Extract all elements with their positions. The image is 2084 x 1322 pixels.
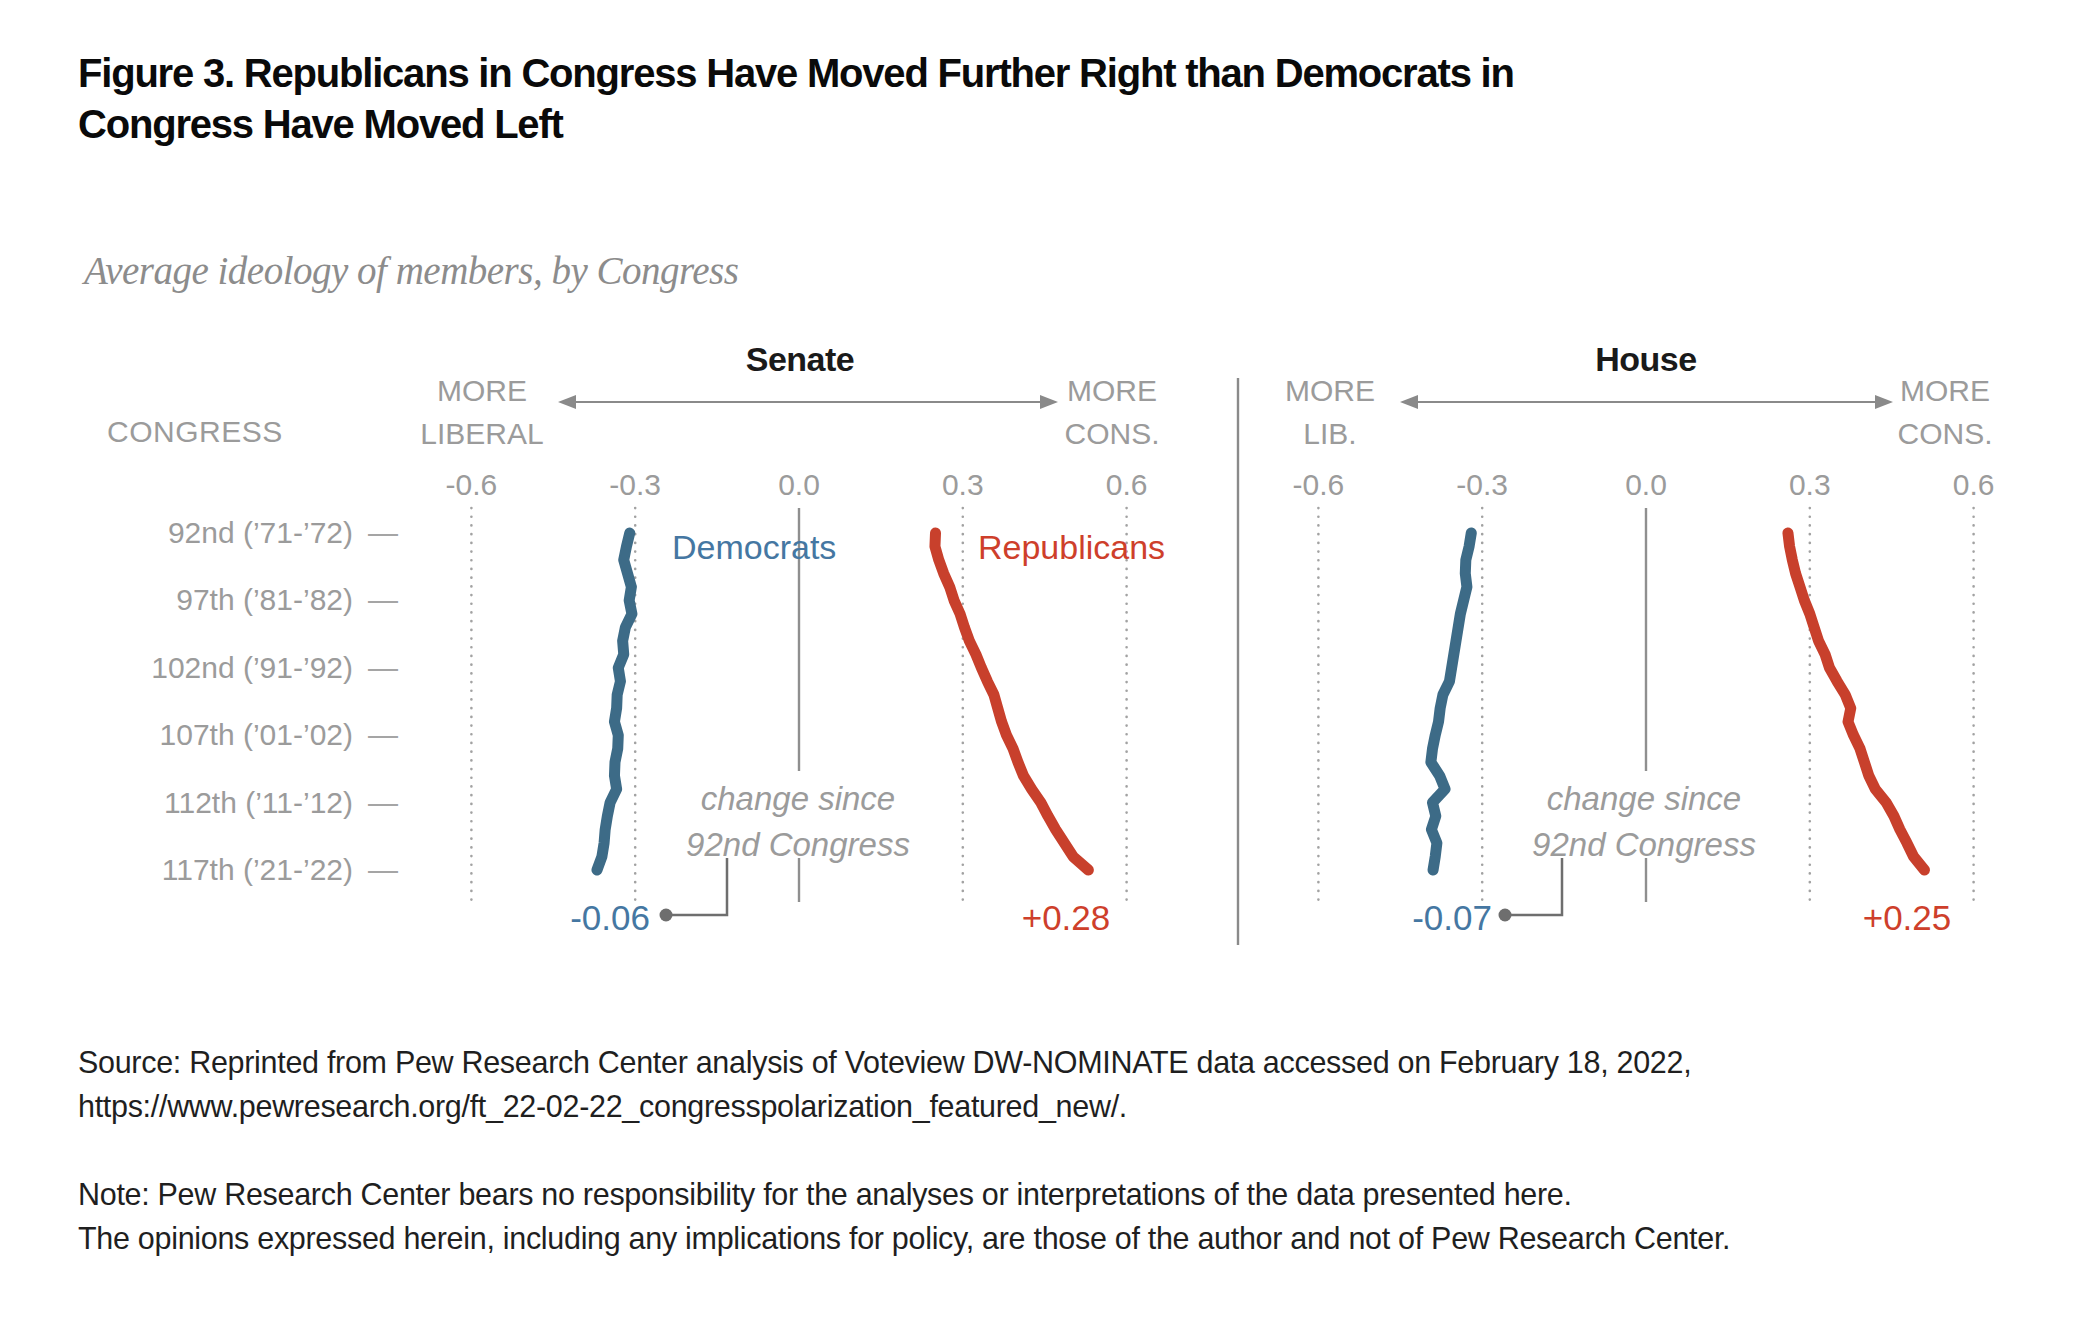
house-tick-label: 0.0 <box>1601 468 1691 502</box>
house-connector-dot <box>1499 909 1512 922</box>
congress-label: 112th (’11-’12) <box>164 786 353 820</box>
house-republican-change-value: +0.25 <box>1827 898 1987 938</box>
senate-tick-label: 0.3 <box>918 468 1008 502</box>
congress-tick-dash: — <box>368 786 398 820</box>
house-more-cons-label-line1: MORE <box>1835 369 2055 412</box>
house-change-since-line2: 92nd Congress <box>1484 822 1804 868</box>
house-democrat-change-value: -0.07 <box>1332 898 1492 938</box>
senate-more-liberal-label-line2: LIBERAL <box>372 412 592 455</box>
congress-label: 117th (’21-’22) <box>162 853 353 887</box>
source-line2: https://www.pewresearch.org/ft_22-02-22_… <box>78 1084 2038 1128</box>
congress-axis-header: CONGRESS <box>107 415 283 449</box>
source-text: Source: Reprinted from Pew Research Cent… <box>78 1040 2038 1128</box>
congress-label: 102nd (’91-’92) <box>151 651 353 685</box>
congress-row-label: 112th (’11-’12) — <box>60 785 398 821</box>
congress-label: 97th (’81-’82) <box>176 583 353 617</box>
congress-label: 92nd (’71-’72) <box>168 516 353 550</box>
senate-tick-label: -0.6 <box>426 468 516 502</box>
democrats-series-label: Democrats <box>672 528 836 567</box>
senate-change-since-annotation: change since 92nd Congress <box>638 776 958 868</box>
republicans-series-label: Republicans <box>978 528 1165 567</box>
senate-more-cons-label-line2: CONS. <box>1002 412 1222 455</box>
senate-connector-dot <box>660 909 673 922</box>
house-more-lib-label-line2: LIB. <box>1220 412 1440 455</box>
senate-change-since-line2: 92nd Congress <box>638 822 958 868</box>
senate-change-since-line1: change since <box>638 776 958 822</box>
congress-row-label: 102nd (’91-’92) — <box>60 650 398 686</box>
congress-tick-dash: — <box>368 651 398 685</box>
senate-more-cons-label-line1: MORE <box>1002 369 1222 412</box>
source-line1: Source: Reprinted from Pew Research Cent… <box>78 1040 2038 1084</box>
congress-row-label: 97th (’81-’82) — <box>60 582 398 618</box>
senate-more-liberal-label-line1: MORE <box>372 369 592 412</box>
senate-panel-title: Senate <box>650 340 950 379</box>
house-change-since-line1: change since <box>1484 776 1804 822</box>
senate-democrat-change-value: -0.06 <box>490 898 650 938</box>
house-democrats-line <box>1431 533 1471 870</box>
congress-tick-dash: — <box>368 718 398 752</box>
chart-subtitle: Average ideology of members, by Congress <box>84 248 1284 293</box>
senate-tick-label: -0.3 <box>590 468 680 502</box>
house-tick-label: 0.6 <box>1929 468 2019 502</box>
senate-tick-label: 0.6 <box>1082 468 1172 502</box>
house-republicans-line <box>1788 533 1925 870</box>
senate-republican-change-value: +0.28 <box>986 898 1146 938</box>
house-change-since-annotation: change since 92nd Congress <box>1484 776 1804 868</box>
congress-row-label: 107th (’01-’02) — <box>60 717 398 753</box>
congress-row-label: 92nd (’71-’72) — <box>60 515 398 551</box>
note-text: Note: Pew Research Center bears no respo… <box>78 1172 2038 1260</box>
congress-row-label: 117th (’21-’22) — <box>60 852 398 888</box>
house-tick-label: -0.6 <box>1273 468 1363 502</box>
house-more-lib-label-line1: MORE <box>1220 369 1440 412</box>
house-tick-label: 0.3 <box>1765 468 1855 502</box>
note-line2: The opinions expressed herein, including… <box>78 1216 2038 1260</box>
note-line1: Note: Pew Research Center bears no respo… <box>78 1172 2038 1216</box>
senate-tick-label: 0.0 <box>754 468 844 502</box>
house-more-cons-label-line2: CONS. <box>1835 412 2055 455</box>
house-tick-label: -0.3 <box>1437 468 1527 502</box>
congress-label: 107th (’01-’02) <box>160 718 353 752</box>
senate-democrats-line <box>597 533 632 870</box>
page-title: Figure 3. Republicans in Congress Have M… <box>78 48 1698 150</box>
congress-tick-dash: — <box>368 516 398 550</box>
house-panel-title: House <box>1496 340 1796 379</box>
congress-tick-dash: — <box>368 583 398 617</box>
congress-tick-dash: — <box>368 853 398 887</box>
